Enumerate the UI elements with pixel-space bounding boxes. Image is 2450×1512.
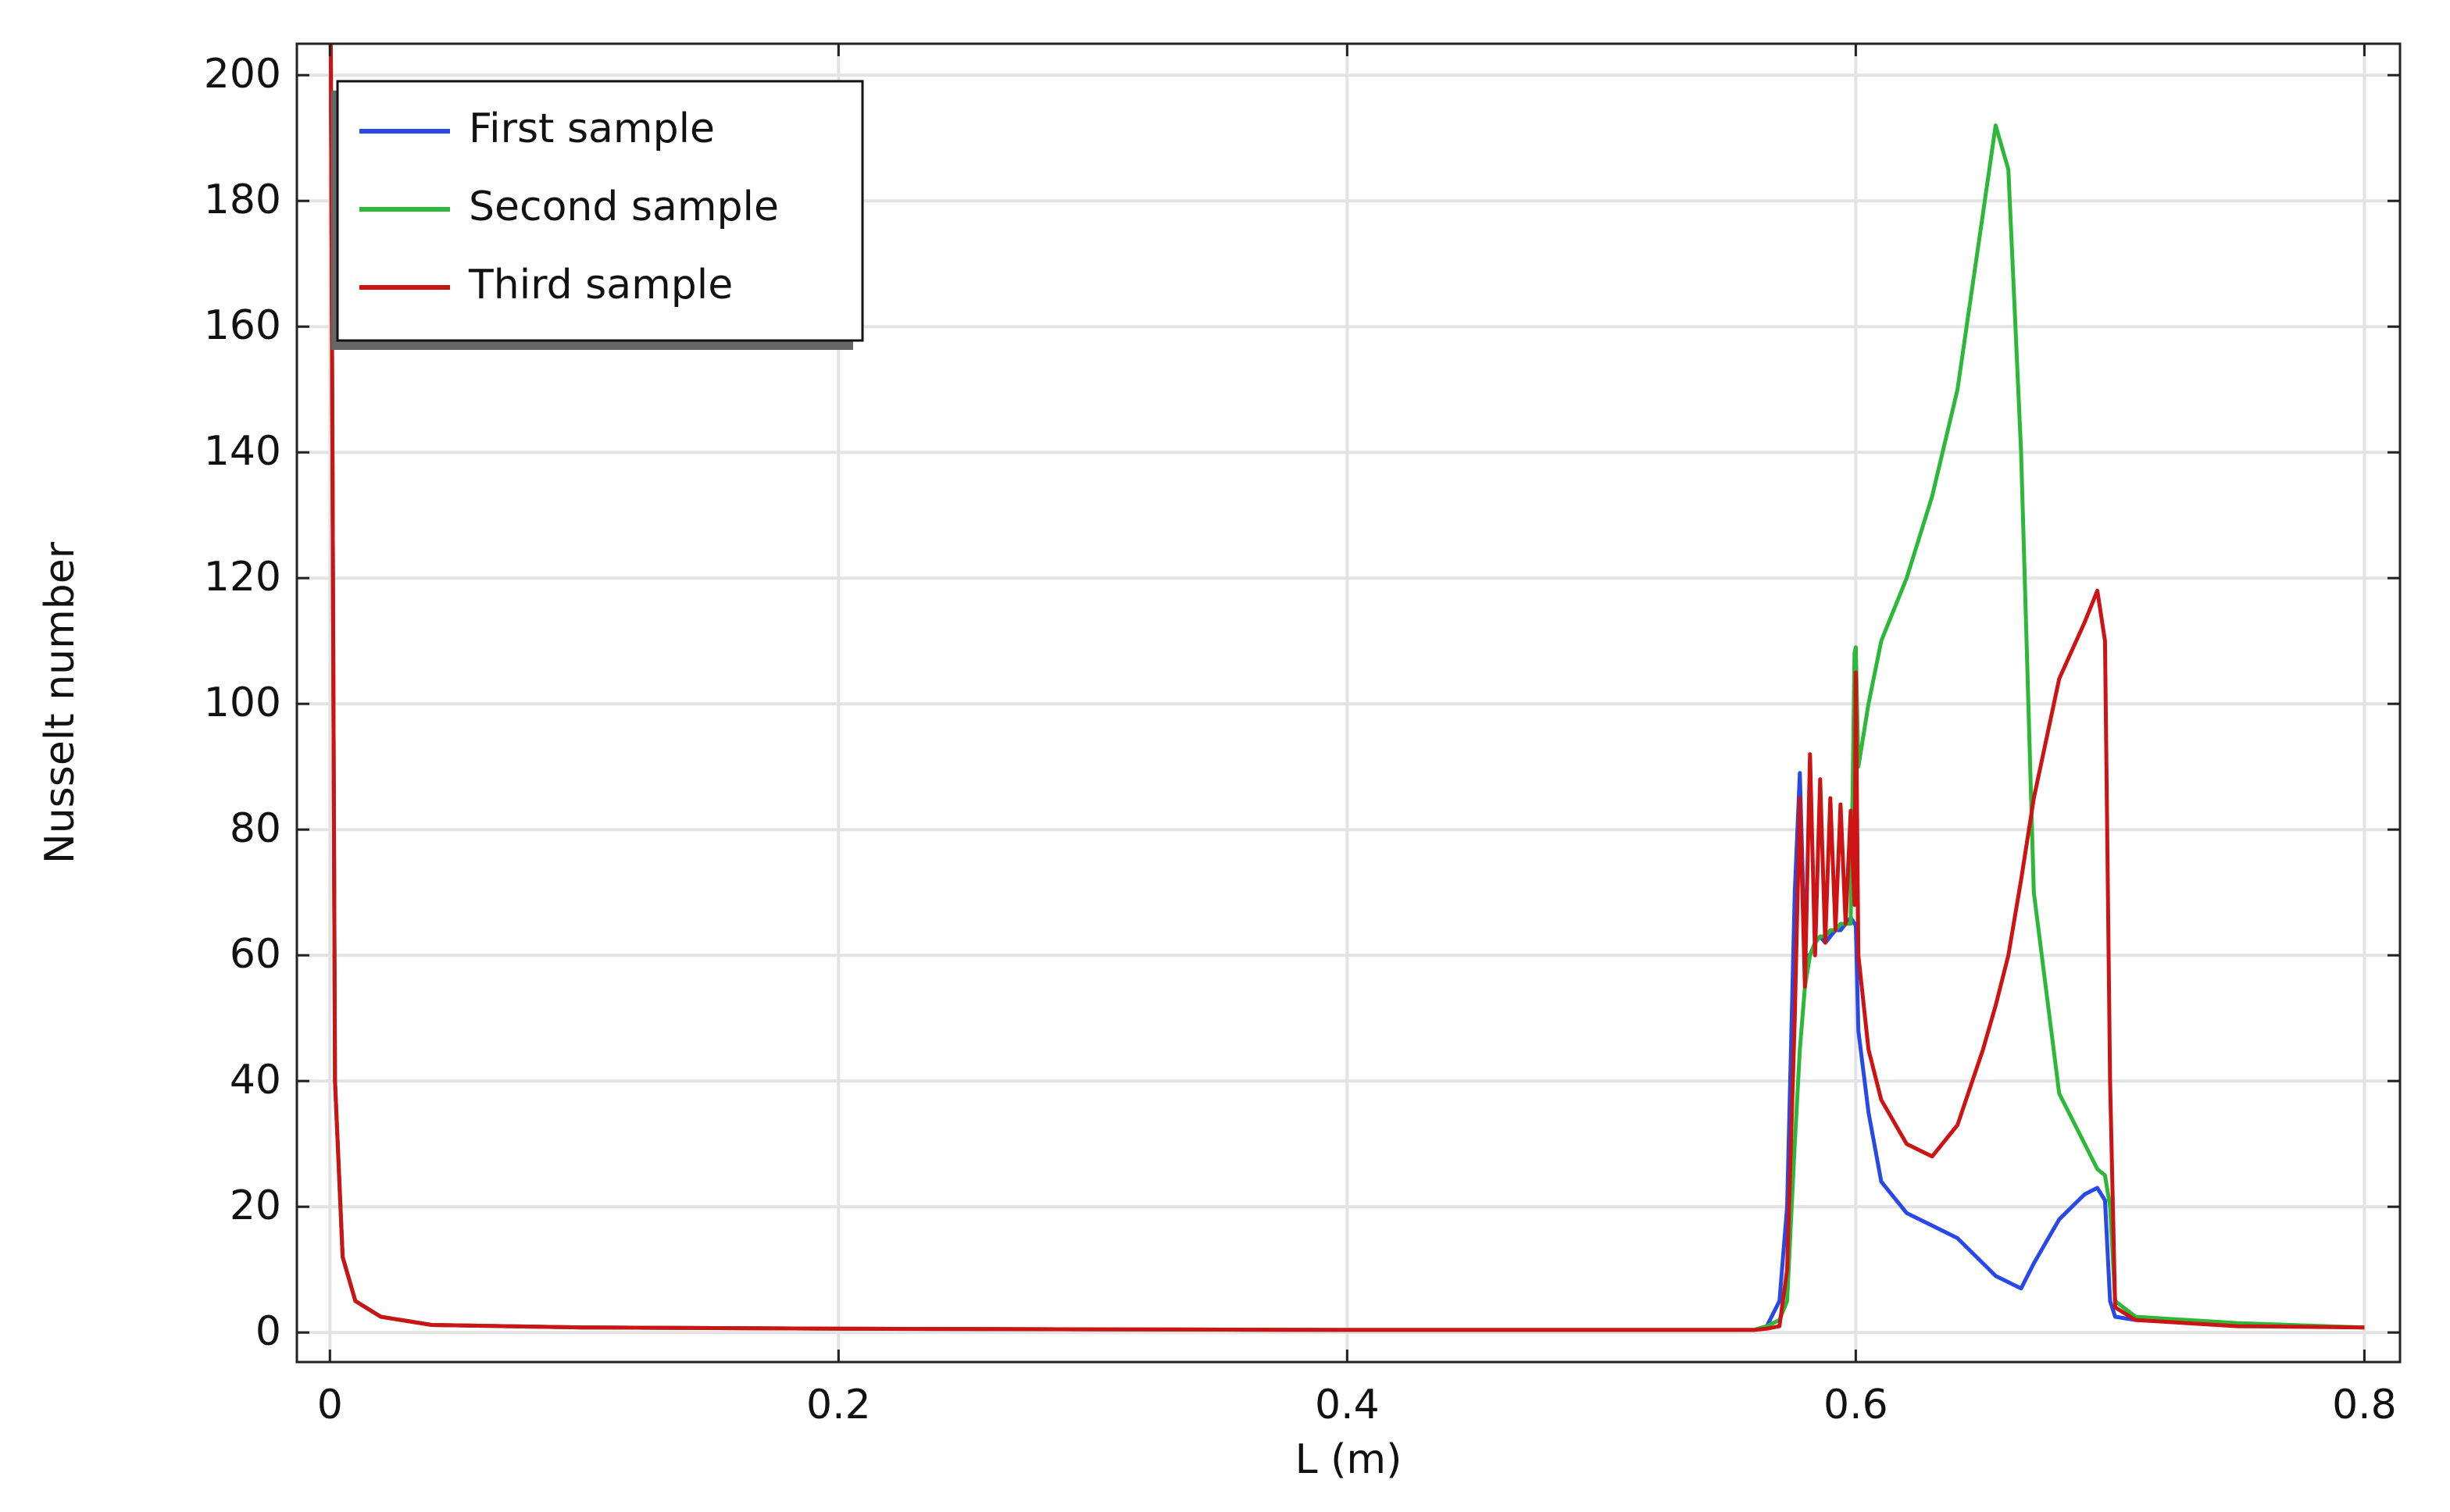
y-tick-label: 180 (204, 177, 281, 223)
y-tick-label: 120 (204, 554, 281, 601)
x-tick-label: 0.2 (806, 1382, 871, 1428)
x-tick-label: 0.4 (1315, 1382, 1380, 1428)
y-tick-label: 20 (230, 1182, 281, 1229)
x-tick-label: 0.6 (1823, 1382, 1888, 1428)
legend-label: Second sample (469, 184, 779, 230)
x-axis-label: L (m) (1295, 1436, 1402, 1483)
x-tick-label: 0 (317, 1382, 343, 1428)
grid (297, 44, 2400, 1362)
y-tick-label: 60 (230, 931, 281, 978)
plot-lines (328, 44, 2365, 1332)
legend-label: First sample (469, 105, 715, 152)
y-tick-label: 140 (204, 428, 281, 475)
legend: First sample Second sample Third sample (331, 80, 864, 350)
y-tick-label: 200 (204, 51, 281, 98)
legend-label: Third sample (468, 262, 733, 308)
y-tick-label: 160 (204, 302, 281, 349)
y-tick-label: 100 (204, 679, 281, 726)
series-line (328, 44, 2365, 1332)
ticks: 0 0.2 0.4 0.6 0.8 0 20 40 60 80 100 120 140 160 180 200 (204, 44, 2400, 1428)
y-tick-label: 80 (230, 805, 281, 852)
y-tick-label: 0 (255, 1308, 281, 1355)
x-tick-label: 0.8 (2332, 1382, 2397, 1428)
y-axis-label: Nusselt number (37, 541, 84, 864)
y-tick-label: 40 (230, 1057, 281, 1104)
